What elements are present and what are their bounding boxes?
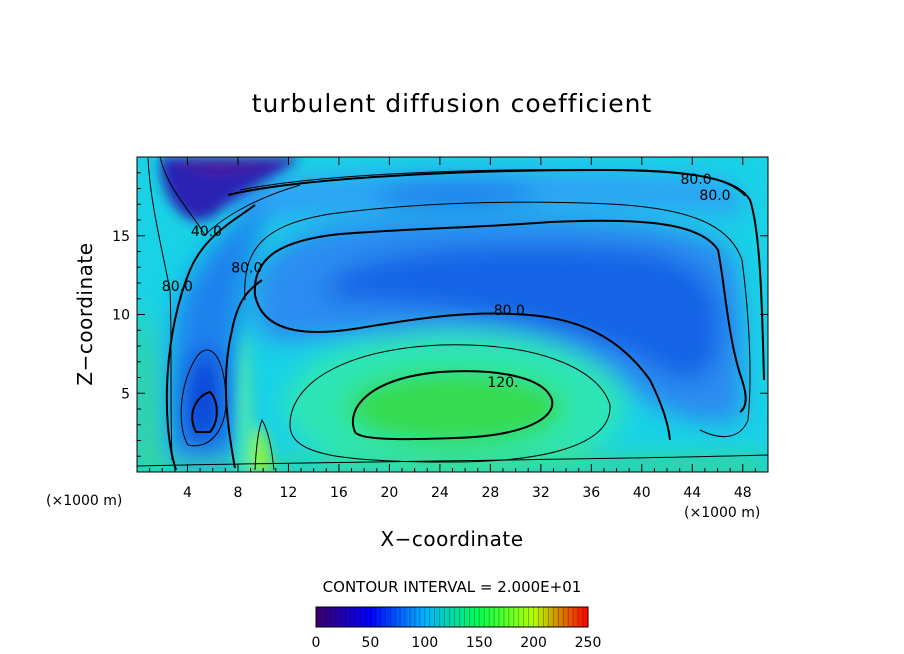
contour-line bbox=[165, 204, 256, 471]
x-axis: 4 8 12 16 20 24 28 32 36 40 44 48 bbox=[149, 157, 756, 501]
colorbar-tick-label: 0 bbox=[312, 635, 321, 651]
colorbar-gradient bbox=[316, 607, 588, 627]
colorbar-frame bbox=[315, 606, 589, 628]
field-left-edge bbox=[137, 300, 159, 472]
colorbar-tick-label: 50 bbox=[361, 635, 379, 651]
y-axis-label: Z−coordinate bbox=[73, 242, 97, 385]
field-topleft-dark bbox=[160, 157, 300, 222]
contour-label: 80.0 bbox=[680, 172, 711, 188]
x-tick-label: 16 bbox=[330, 485, 348, 501]
x-tick-label: 36 bbox=[582, 485, 600, 501]
contour-line bbox=[227, 168, 765, 381]
contour-label: 80.0 bbox=[494, 303, 525, 319]
x-tick-label: 40 bbox=[633, 485, 651, 501]
contour-line bbox=[244, 201, 751, 438]
contour-label: 80.0 bbox=[699, 188, 730, 204]
y-tick-label: 10 bbox=[112, 308, 130, 324]
contour-line bbox=[224, 279, 263, 469]
x-tick-label: 24 bbox=[431, 485, 449, 501]
field-light-column bbox=[236, 330, 258, 470]
contour-line bbox=[253, 219, 747, 413]
y-unit-label: (×1000 m) bbox=[46, 493, 122, 509]
colorbar: 0 50 100 150 200 250 bbox=[312, 606, 602, 651]
contour-label: 80.0 bbox=[231, 260, 262, 276]
colorbar-tick-label: 150 bbox=[466, 635, 493, 651]
field-peak-spot bbox=[251, 425, 272, 472]
x-tick-label: 28 bbox=[481, 485, 499, 501]
contour-label: 120. bbox=[487, 375, 518, 391]
colorbar-stripes bbox=[320, 607, 584, 627]
contour-label: 80.0 bbox=[162, 279, 193, 295]
colorbar-ticks: 0 50 100 150 200 250 bbox=[312, 635, 602, 651]
colorbar-tick-label: 250 bbox=[575, 635, 602, 651]
contour-line bbox=[159, 157, 301, 236]
x-tick-label: 12 bbox=[280, 485, 298, 501]
field-lower-core bbox=[345, 370, 565, 446]
contour-line bbox=[254, 294, 671, 441]
field-upper-core bbox=[330, 245, 721, 380]
contour-interval-text: CONTOUR INTERVAL = 2.000E+01 bbox=[323, 578, 582, 596]
y-axis: 5 10 15 bbox=[112, 172, 768, 457]
field-topleft-purple bbox=[170, 157, 290, 175]
field-bottom-edge bbox=[137, 458, 768, 472]
field-top-core bbox=[380, 182, 540, 207]
contour-line bbox=[137, 454, 768, 467]
y-tick-label: 15 bbox=[112, 229, 130, 245]
x-tick-label: 20 bbox=[380, 485, 398, 501]
x-tick-label: 4 bbox=[183, 485, 192, 501]
contour-line bbox=[239, 169, 746, 197]
contour-line bbox=[351, 370, 554, 441]
x-tick-label: 8 bbox=[233, 485, 242, 501]
contour-line bbox=[180, 349, 227, 447]
chart-title: turbulent diffusion coefficient bbox=[252, 89, 653, 118]
contour-line bbox=[289, 344, 611, 463]
colorbar-tick-label: 100 bbox=[411, 635, 438, 651]
colorbar-tick-label: 200 bbox=[520, 635, 547, 651]
contour-line bbox=[191, 390, 218, 433]
contour-line bbox=[254, 418, 275, 471]
x-tick-label: 48 bbox=[734, 485, 752, 501]
contour-line bbox=[147, 157, 173, 461]
x-tick-label: 44 bbox=[683, 485, 701, 501]
x-unit-label: (×1000 m) bbox=[684, 505, 760, 521]
contour-label: 40.0 bbox=[191, 224, 222, 240]
y-tick-label: 5 bbox=[121, 386, 130, 402]
x-axis-label: X−coordinate bbox=[380, 527, 523, 551]
x-tick-label: 32 bbox=[532, 485, 550, 501]
